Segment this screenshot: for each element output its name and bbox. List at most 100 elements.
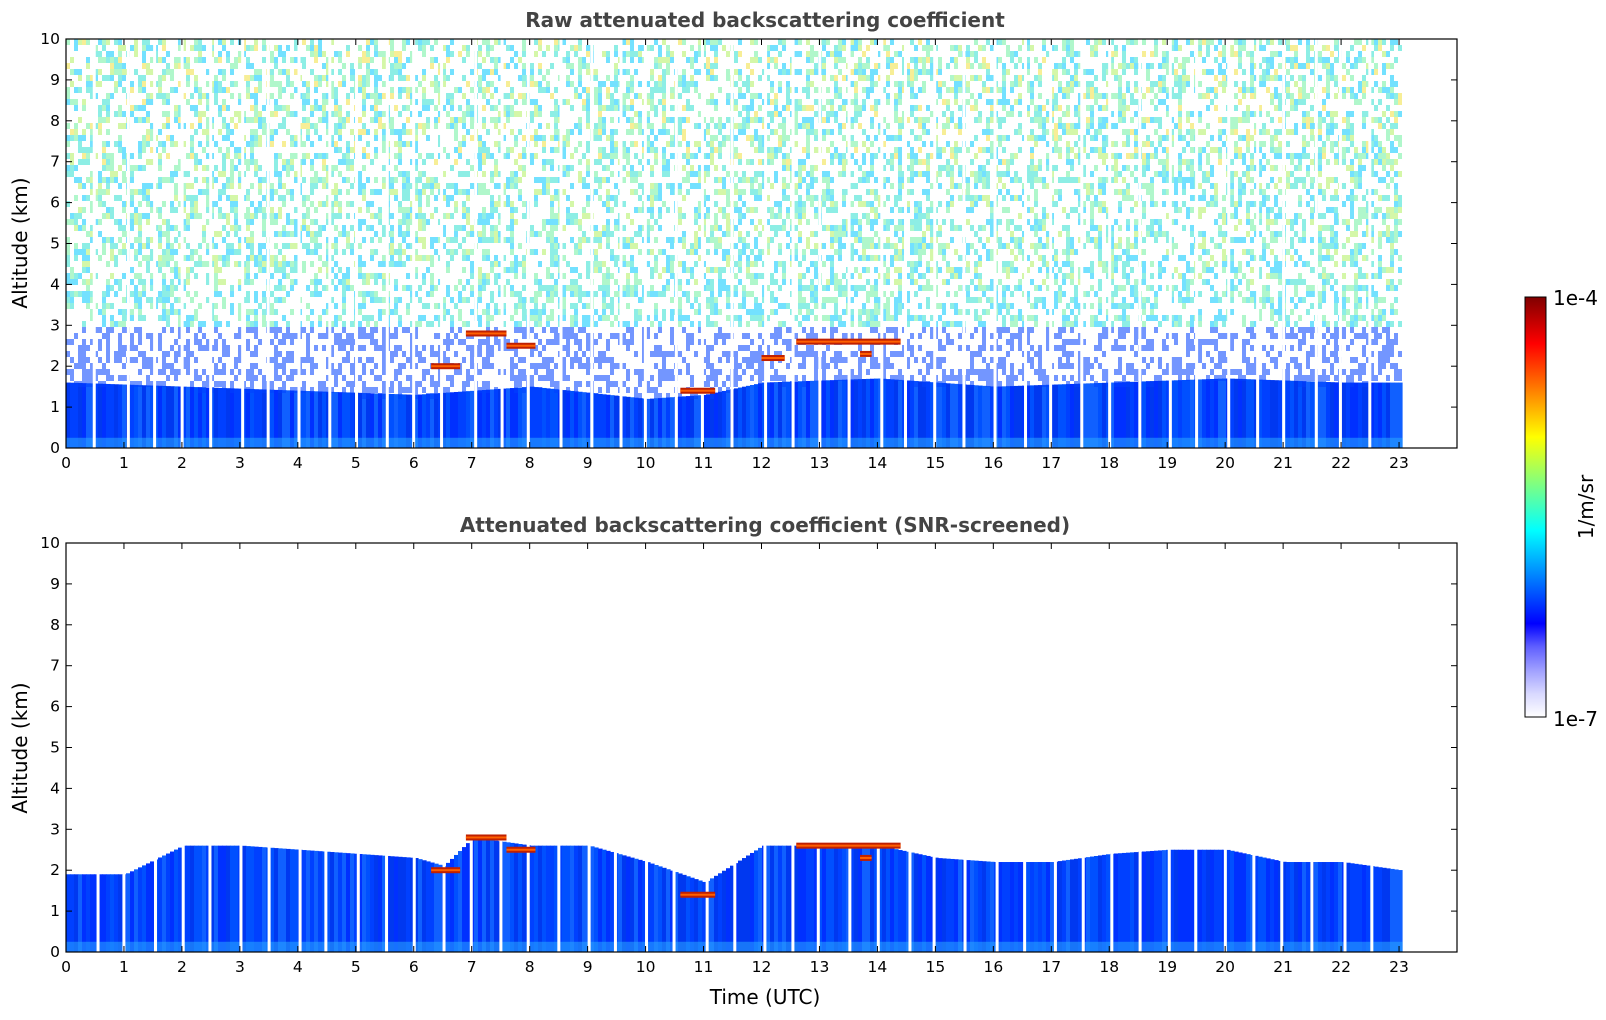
noise-speckle xyxy=(494,69,498,75)
noise-speckle xyxy=(138,315,142,321)
noise-speckle xyxy=(690,75,694,81)
noise-speckle xyxy=(218,231,222,237)
noise-speckle xyxy=(622,237,626,243)
noise-speckle xyxy=(330,135,334,141)
noise-speckle xyxy=(430,237,434,243)
noise-speckle xyxy=(370,213,374,219)
noise-speckle xyxy=(626,39,630,45)
noise-speckle xyxy=(186,369,190,375)
noise-speckle xyxy=(174,351,178,357)
noise-speckle xyxy=(754,51,758,57)
noise-speckle xyxy=(446,57,450,63)
noise-speckle xyxy=(398,261,402,267)
noise-speckle xyxy=(166,237,170,243)
noise-speckle xyxy=(186,57,190,63)
noise-speckle xyxy=(478,81,482,87)
noise-speckle xyxy=(650,375,654,381)
noise-speckle xyxy=(738,219,742,225)
noise-speckle xyxy=(318,81,322,87)
noise-speckle xyxy=(190,123,194,129)
noise-speckle xyxy=(554,189,558,195)
noise-speckle xyxy=(158,183,162,189)
noise-speckle xyxy=(638,45,642,51)
noise-speckle xyxy=(198,39,202,45)
noise-speckle xyxy=(118,225,122,231)
noise-speckle xyxy=(190,93,194,99)
noise-speckle xyxy=(66,351,70,357)
noise-speckle xyxy=(610,309,614,315)
noise-speckle xyxy=(278,213,282,219)
noise-speckle xyxy=(98,189,102,195)
noise-speckle xyxy=(562,273,566,279)
noise-speckle xyxy=(234,195,238,201)
noise-speckle xyxy=(742,297,746,303)
noise-speckle xyxy=(734,351,738,357)
noise-speckle xyxy=(598,117,602,123)
surface-layer-column xyxy=(494,437,499,448)
noise-speckle xyxy=(110,327,114,333)
noise-speckle xyxy=(306,129,310,135)
noise-speckle xyxy=(678,261,682,267)
noise-speckle xyxy=(726,375,730,381)
noise-speckle xyxy=(170,363,174,369)
noise-speckle xyxy=(522,333,526,339)
noise-speckle xyxy=(450,297,454,303)
surface-layer-column xyxy=(102,437,107,448)
noise-speckle xyxy=(694,213,698,219)
surface-layer-column xyxy=(182,437,187,448)
noise-speckle xyxy=(510,213,514,219)
noise-speckle xyxy=(490,237,494,243)
noise-speckle xyxy=(602,261,606,267)
noise-speckle xyxy=(442,303,446,309)
noise-speckle xyxy=(278,339,282,345)
noise-speckle xyxy=(86,279,90,285)
noise-speckle xyxy=(326,111,330,117)
noise-speckle xyxy=(670,93,674,99)
noise-speckle xyxy=(734,291,738,297)
noise-speckle xyxy=(226,177,230,183)
noise-speckle xyxy=(586,345,590,351)
noise-speckle xyxy=(374,297,378,303)
noise-speckle xyxy=(162,309,166,315)
noise-speckle xyxy=(250,219,254,225)
surface-layer-column xyxy=(202,437,207,448)
noise-speckle xyxy=(738,249,742,255)
noise-speckle xyxy=(758,195,762,201)
noise-speckle xyxy=(230,39,234,45)
noise-speckle xyxy=(414,99,418,105)
noise-speckle xyxy=(458,309,462,315)
noise-speckle xyxy=(294,267,298,273)
noise-speckle xyxy=(638,159,642,165)
noise-speckle xyxy=(346,159,350,165)
noise-speckle xyxy=(598,363,602,369)
noise-speckle xyxy=(490,213,494,219)
noise-speckle xyxy=(198,51,202,57)
noise-speckle xyxy=(222,381,226,387)
noise-speckle xyxy=(534,135,538,141)
noise-speckle xyxy=(158,315,162,321)
noise-speckle xyxy=(518,297,522,303)
noise-speckle xyxy=(414,267,418,273)
noise-speckle xyxy=(646,147,650,153)
noise-speckle xyxy=(750,273,754,279)
noise-speckle xyxy=(138,327,142,333)
noise-speckle xyxy=(302,267,306,273)
noise-speckle xyxy=(738,189,742,195)
noise-speckle xyxy=(406,141,410,147)
noise-speckle xyxy=(626,87,630,93)
noise-speckle xyxy=(166,231,170,237)
noise-speckle xyxy=(158,345,162,351)
noise-speckle xyxy=(190,315,194,321)
noise-speckle xyxy=(270,195,274,201)
noise-speckle xyxy=(406,183,410,189)
noise-speckle xyxy=(514,159,518,165)
noise-speckle xyxy=(550,225,554,231)
noise-speckle xyxy=(98,231,102,237)
surface-layer-column xyxy=(602,437,607,448)
noise-speckle xyxy=(98,111,102,117)
noise-speckle xyxy=(550,243,554,249)
noise-speckle xyxy=(150,333,154,339)
noise-speckle xyxy=(702,171,706,177)
boundary-layer-column xyxy=(654,398,659,448)
noise-speckle xyxy=(666,141,670,147)
